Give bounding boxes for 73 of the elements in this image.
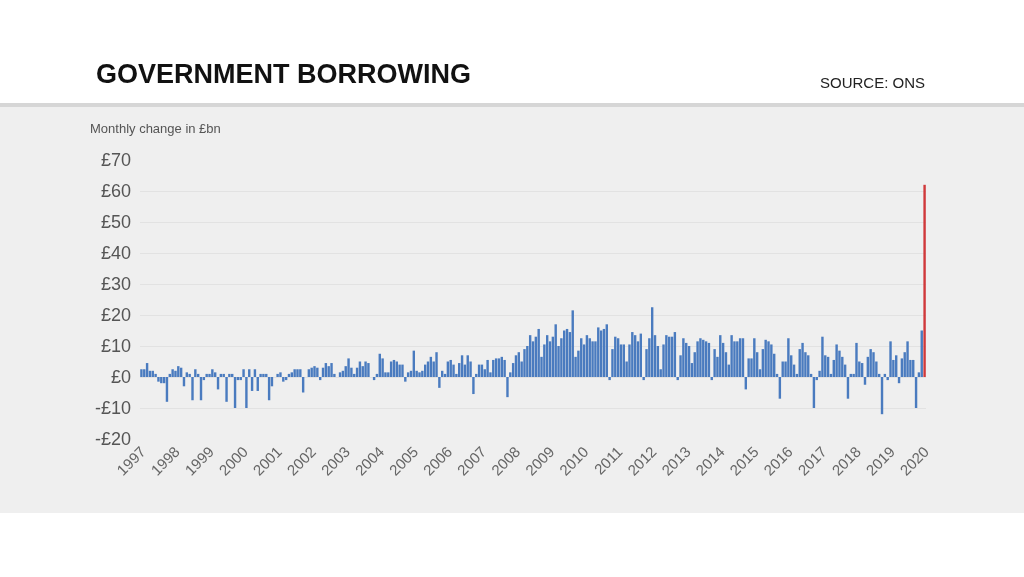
- bar: [886, 377, 889, 381]
- bar: [764, 339, 767, 377]
- bar: [906, 341, 909, 377]
- bar: [923, 184, 926, 377]
- y-tick-label: £0: [110, 367, 131, 388]
- bar: [191, 377, 194, 401]
- bar: [213, 372, 217, 377]
- bar: [330, 363, 333, 377]
- bar: [194, 369, 197, 377]
- bar: [869, 349, 872, 377]
- bar: [242, 369, 245, 377]
- bar: [537, 328, 540, 377]
- y-tick-label: £70: [100, 150, 131, 171]
- bar: [770, 344, 773, 377]
- bar: [296, 369, 299, 377]
- bar: [205, 373, 208, 377]
- bar: [682, 338, 685, 377]
- bar: [171, 369, 174, 377]
- y-tick-label: -£10: [94, 398, 131, 419]
- y-tick-label: £60: [100, 181, 131, 202]
- bar: [486, 359, 489, 377]
- bar: [767, 341, 770, 377]
- bar: [753, 338, 756, 377]
- bar: [418, 372, 421, 377]
- bar: [730, 335, 733, 377]
- bar: [404, 377, 407, 382]
- source-note: SOURCE: ONS: [820, 74, 926, 91]
- bar: [347, 358, 350, 377]
- y-tick-label: £50: [100, 212, 131, 233]
- bar: [523, 349, 526, 377]
- bar: [364, 361, 367, 377]
- bar: [889, 341, 892, 377]
- y-tick-label: £10: [100, 336, 131, 357]
- bar: [747, 358, 750, 377]
- chart-title: GOVERNMENT BORROWING: [96, 59, 471, 90]
- y-axis-title: Monthly change in £bn: [90, 121, 221, 136]
- bar: [435, 352, 438, 377]
- bar: [316, 367, 319, 377]
- bar: [293, 369, 296, 377]
- bar: [174, 370, 177, 377]
- y-tick-label: -£20: [94, 429, 131, 450]
- bar: [211, 369, 214, 377]
- bar: [608, 377, 611, 381]
- bar: [821, 336, 824, 377]
- bar: [185, 372, 189, 377]
- bar: [438, 377, 441, 388]
- bar: [259, 373, 262, 377]
- bar: [713, 349, 716, 377]
- bar: [696, 341, 699, 377]
- bar: [208, 373, 211, 377]
- bar: [787, 338, 790, 377]
- bar: [506, 377, 509, 398]
- bar: [225, 377, 228, 402]
- bar: [367, 363, 370, 377]
- bar: [299, 369, 302, 377]
- bar: [642, 377, 645, 381]
- bar: [245, 377, 248, 408]
- bar: [872, 352, 875, 377]
- bar: [835, 344, 838, 377]
- bar: [401, 364, 404, 377]
- bar: [279, 372, 282, 377]
- bar: [381, 358, 384, 377]
- y-tick-label: £40: [100, 243, 131, 264]
- y-tick-label: £20: [100, 305, 131, 326]
- bar: [855, 342, 858, 377]
- bar: [801, 342, 804, 377]
- bar: [276, 373, 279, 377]
- bar: [188, 373, 191, 377]
- bar: [554, 324, 557, 377]
- bar: [313, 366, 316, 377]
- bar: [452, 364, 455, 377]
- y-tick-label: £30: [100, 274, 131, 295]
- bar: [472, 377, 475, 395]
